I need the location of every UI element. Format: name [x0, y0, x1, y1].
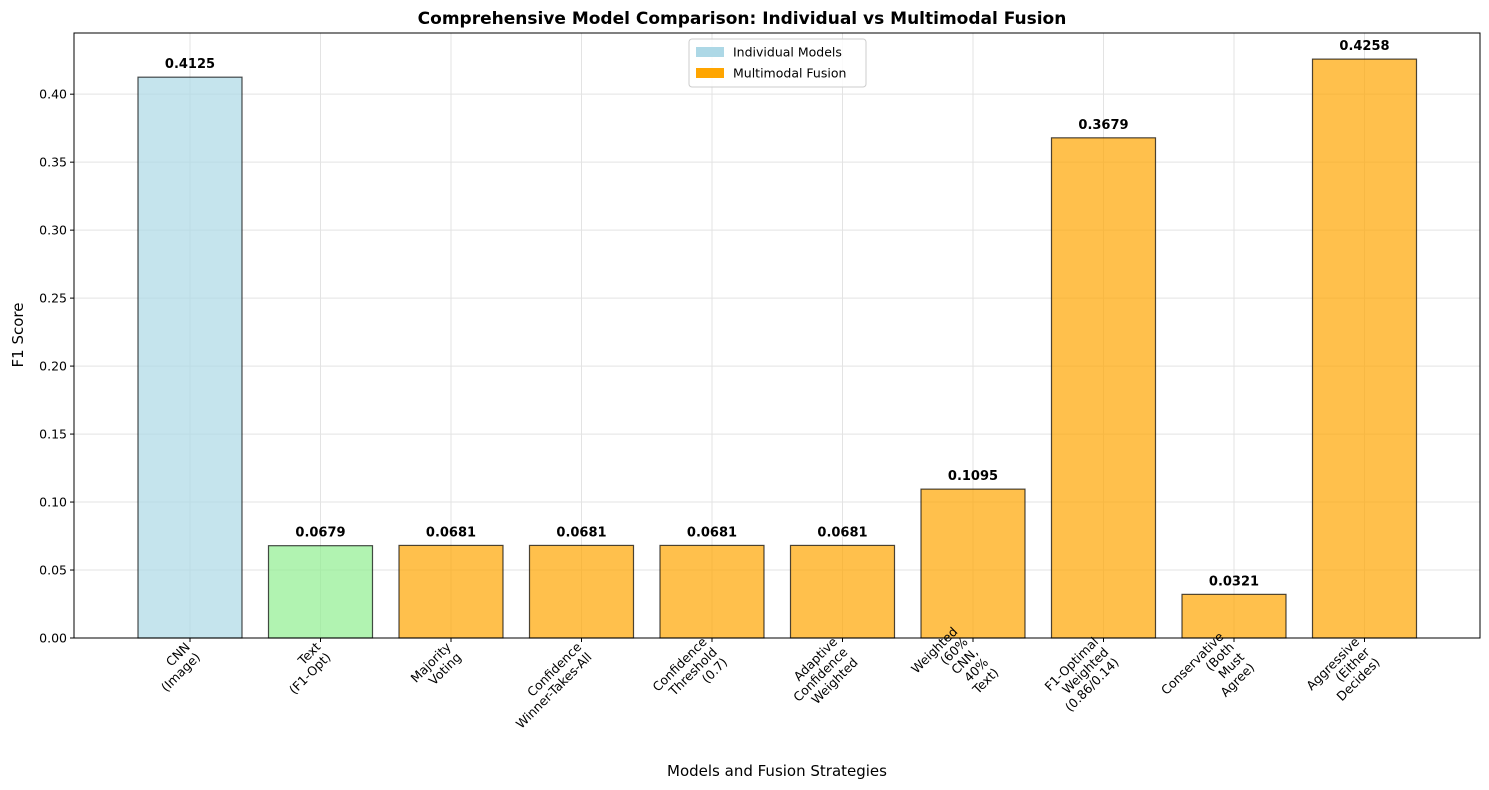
legend-swatch [696, 47, 724, 57]
bar [137, 76, 243, 639]
bar [398, 544, 504, 639]
value-labels: 0.4125 0.0679 0.0681 0.0681 0.0681 0.0681 0.10… [165, 39, 1390, 589]
x-tick-label: Weighted(60%CNN,40%Text) [908, 624, 1002, 718]
bar-value-label: 0.0321 [1209, 574, 1259, 589]
bar-value-label: 0.4258 [1339, 39, 1389, 54]
bar [659, 544, 765, 639]
bar [1311, 58, 1418, 639]
y-tick-label: 0.15 [39, 427, 67, 442]
plot-frame [73, 32, 1481, 639]
y-tick-label: 0.10 [39, 495, 67, 510]
bars [137, 58, 1418, 639]
bar [920, 488, 1026, 639]
y-tick-label: 0.20 [39, 359, 67, 374]
bar-value-label: 0.0681 [556, 525, 606, 540]
bar-value-label: 0.0681 [426, 525, 476, 540]
bar-value-label: 0.4125 [165, 57, 215, 72]
chart-title: Comprehensive Model Comparison: Individu… [418, 9, 1067, 29]
legend-box [688, 38, 867, 88]
y-tick-label: 0.00 [39, 631, 67, 646]
y-tick-label: 0.25 [39, 291, 67, 306]
legend-label: Individual Models [733, 45, 842, 60]
x-axis-label: Models and Fusion Strategies [667, 762, 887, 780]
y-tick-label: 0.05 [39, 563, 67, 578]
grid-lines [74, 33, 1480, 639]
y-tick-label: 0.40 [39, 87, 67, 102]
bar-value-label: 0.1095 [948, 469, 998, 484]
x-axis: CNN(Image) Text(F1-Opt) MajorityVoting Conf… [148, 624, 1383, 731]
x-tick-label: Conservative(BothMustAgree) [1158, 629, 1258, 729]
legend-label: Multimodal Fusion [733, 66, 846, 81]
bar [528, 544, 635, 639]
bar-value-label: 0.0681 [817, 525, 867, 540]
bar [1181, 593, 1287, 639]
bar-value-label: 0.3679 [1078, 118, 1128, 133]
y-tick-label: 0.30 [39, 223, 67, 238]
bar [267, 545, 374, 639]
x-tick-label: Aggressive(EitherDecides) [1303, 633, 1383, 713]
bar [1050, 137, 1157, 639]
x-tick-label: CNN(Image) [148, 639, 203, 694]
bar-value-label: 0.0679 [295, 526, 345, 541]
y-axis-label: F1 Score [9, 303, 27, 368]
x-tick-label: MajorityVoting [408, 639, 465, 696]
x-tick-label: F1-OptimalWeighted(0.86/0.14) [1041, 634, 1121, 714]
legend: Individual Models Multimodal Fusion [688, 38, 867, 88]
x-tick-label: AdaptiveConfidenceWeighted [780, 634, 861, 715]
bar-value-label: 0.0681 [687, 525, 737, 540]
x-tick-label: ConfidenceThreshold(0.7) [649, 634, 730, 715]
x-tick-label: Text(F1-Opt) [276, 639, 334, 697]
y-axis: 0.00 0.05 0.10 0.15 0.20 0.25 0.30 0.35 0.40 [39, 87, 74, 646]
legend-swatch [696, 68, 724, 78]
y-tick-label: 0.35 [39, 155, 67, 170]
x-tick-label: ConfidenceWinner-Takes-All [502, 639, 594, 731]
bar [789, 544, 896, 639]
